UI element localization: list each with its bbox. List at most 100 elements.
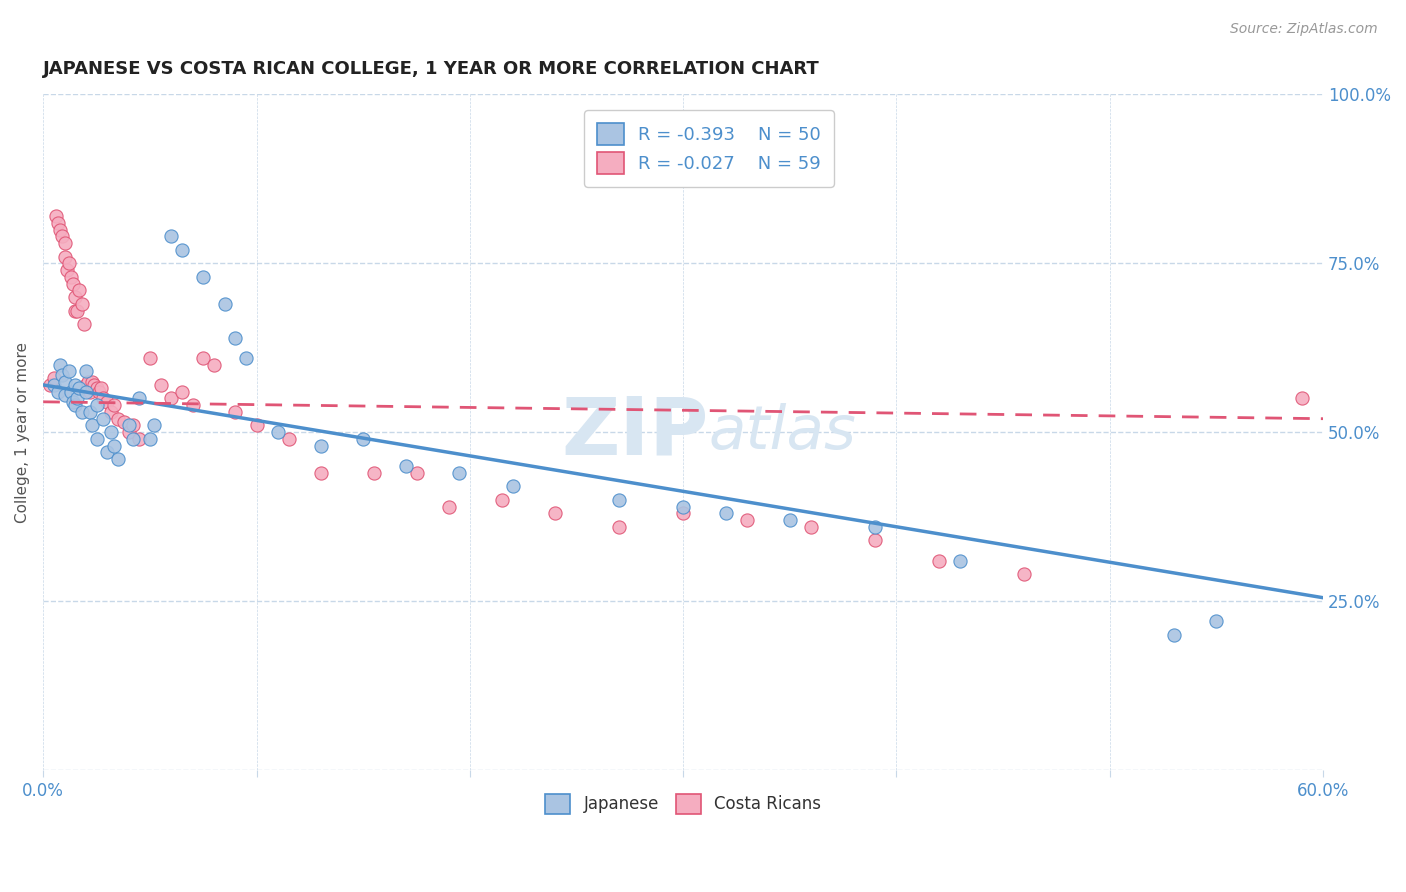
Point (103, 398, 125, 412)
Point (73, 317, 96, 331)
Point (63, 290, 86, 304)
Point (77, 375, 100, 389)
Point (66, 303, 89, 318)
Point (170, 243, 193, 257)
Point (245, 418, 267, 433)
Point (51, 229, 73, 244)
Point (42, 378, 65, 392)
Point (79, 405, 101, 419)
Point (193, 269, 215, 284)
Point (121, 418, 143, 433)
Point (139, 351, 162, 365)
Point (170, 384, 193, 399)
Point (51, 368, 73, 382)
Point (75, 364, 97, 378)
Point (224, 331, 246, 345)
Point (863, 520, 886, 534)
Point (139, 432, 162, 446)
Point (87, 384, 110, 399)
Point (70, 297, 93, 311)
Point (449, 466, 471, 480)
Point (53, 375, 76, 389)
Point (1291, 392, 1313, 406)
Point (53, 388, 76, 402)
Point (45, 209, 67, 223)
Point (86, 398, 108, 412)
Point (352, 432, 374, 446)
Point (160, 392, 183, 406)
Point (75, 378, 97, 392)
Point (863, 533, 886, 548)
Point (143, 418, 166, 433)
Y-axis label: College, 1 year or more: College, 1 year or more (15, 342, 30, 523)
Point (544, 506, 567, 520)
Point (779, 513, 801, 527)
Point (42, 371, 65, 385)
Point (405, 466, 427, 480)
Point (160, 229, 183, 244)
Point (112, 415, 135, 429)
Point (202, 358, 225, 372)
Text: Source: ZipAtlas.com: Source: ZipAtlas.com (1230, 22, 1378, 37)
Point (62, 277, 84, 291)
Point (117, 418, 139, 433)
Point (267, 425, 290, 440)
Point (949, 553, 972, 567)
Point (107, 452, 129, 467)
Point (69, 284, 91, 298)
Point (82, 418, 104, 433)
Point (1163, 628, 1185, 642)
Point (49, 222, 72, 236)
Point (66, 392, 89, 406)
Point (90, 381, 112, 395)
Point (193, 351, 215, 365)
Point (607, 520, 630, 534)
Point (46, 384, 69, 399)
Point (91, 392, 114, 406)
Point (55, 263, 77, 277)
Point (75, 384, 97, 399)
Point (100, 405, 122, 419)
Point (1205, 615, 1227, 629)
Point (437, 500, 460, 514)
Point (69, 381, 91, 395)
Point (49, 358, 72, 372)
Point (59, 269, 82, 284)
Point (59, 384, 82, 399)
Point (800, 520, 823, 534)
Point (70, 405, 93, 419)
Point (63, 398, 86, 412)
Point (121, 432, 143, 446)
Point (83, 378, 105, 392)
Point (107, 411, 129, 425)
Point (100, 425, 122, 440)
Point (363, 466, 385, 480)
Point (672, 506, 695, 520)
Point (103, 439, 125, 453)
Point (91, 411, 114, 425)
Point (46, 216, 69, 230)
Point (309, 439, 332, 453)
Point (86, 381, 108, 395)
Point (672, 500, 695, 514)
Point (181, 398, 204, 412)
Point (96, 445, 118, 459)
Point (58, 364, 80, 378)
Point (502, 479, 524, 493)
Point (62, 394, 84, 409)
Point (79, 384, 101, 399)
Point (607, 492, 630, 507)
Point (128, 392, 150, 406)
Point (309, 466, 332, 480)
Point (128, 432, 150, 446)
Text: JAPANESE VS COSTA RICAN COLLEGE, 1 YEAR OR MORE CORRELATION CHART: JAPANESE VS COSTA RICAN COLLEGE, 1 YEAR … (44, 60, 820, 78)
Point (395, 458, 418, 473)
Point (58, 256, 80, 270)
Text: atlas: atlas (709, 402, 856, 462)
Point (224, 405, 246, 419)
Text: ZIP: ZIP (561, 393, 709, 471)
Point (38, 378, 60, 392)
Point (63, 303, 86, 318)
Point (149, 378, 172, 392)
Point (53, 250, 76, 264)
